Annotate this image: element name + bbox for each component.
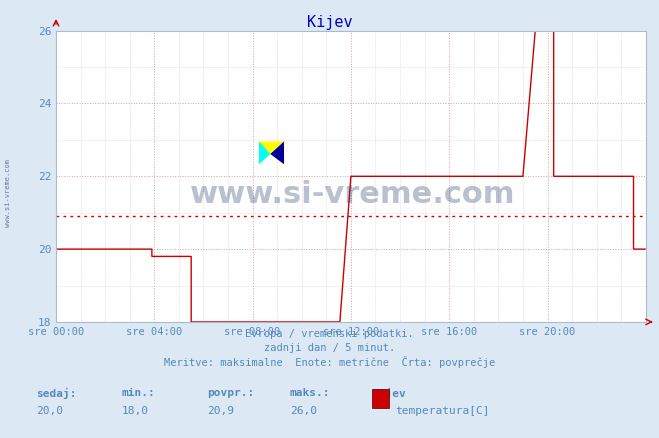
- Text: 20,9: 20,9: [208, 406, 235, 417]
- Text: Kijev: Kijev: [306, 15, 353, 30]
- Text: Meritve: maksimalne  Enote: metrične  Črta: povprečje: Meritve: maksimalne Enote: metrične Črta…: [164, 356, 495, 367]
- Text: www.si-vreme.com: www.si-vreme.com: [5, 159, 11, 227]
- Text: Kijev: Kijev: [372, 388, 406, 399]
- Text: povpr.:: povpr.:: [208, 388, 255, 398]
- Text: min.:: min.:: [122, 388, 156, 398]
- Text: maks.:: maks.:: [290, 388, 330, 398]
- Text: zadnji dan / 5 minut.: zadnji dan / 5 minut.: [264, 343, 395, 353]
- Text: www.si-vreme.com: www.si-vreme.com: [190, 180, 515, 209]
- Text: temperatura[C]: temperatura[C]: [395, 406, 490, 417]
- Text: Evropa / vremenski podatki.: Evropa / vremenski podatki.: [245, 329, 414, 339]
- Text: 18,0: 18,0: [122, 406, 149, 417]
- Text: 20,0: 20,0: [36, 406, 63, 417]
- Text: 26,0: 26,0: [290, 406, 317, 417]
- Text: sedaj:: sedaj:: [36, 388, 76, 399]
